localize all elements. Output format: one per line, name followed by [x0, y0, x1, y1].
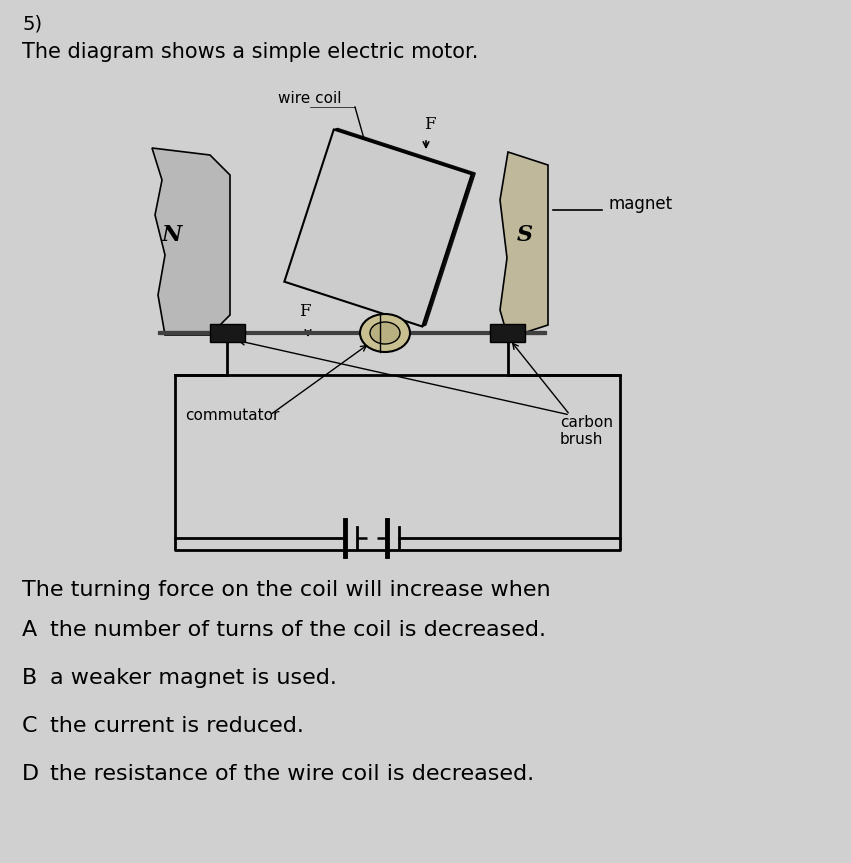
Text: F: F	[424, 116, 436, 133]
Text: 5): 5)	[22, 14, 43, 33]
Polygon shape	[288, 129, 475, 325]
Polygon shape	[286, 129, 473, 326]
Text: the resistance of the wire coil is decreased.: the resistance of the wire coil is decre…	[50, 764, 534, 784]
Text: F: F	[300, 303, 311, 320]
Text: The turning force on the coil will increase when: The turning force on the coil will incre…	[22, 580, 551, 600]
Text: magnet: magnet	[608, 195, 672, 213]
Text: D: D	[22, 764, 39, 784]
Polygon shape	[152, 148, 230, 335]
Text: S: S	[517, 224, 533, 246]
Polygon shape	[284, 129, 471, 326]
Polygon shape	[285, 129, 472, 326]
Text: The diagram shows a simple electric motor.: The diagram shows a simple electric moto…	[22, 42, 478, 62]
Polygon shape	[500, 152, 548, 338]
Text: commutator: commutator	[185, 407, 279, 423]
Text: the number of turns of the coil is decreased.: the number of turns of the coil is decre…	[50, 620, 546, 640]
Ellipse shape	[370, 322, 400, 344]
Polygon shape	[287, 129, 474, 325]
Text: A: A	[22, 620, 37, 640]
Text: N: N	[162, 224, 182, 246]
Text: the current is reduced.: the current is reduced.	[50, 716, 304, 736]
Bar	[210, 324, 245, 342]
Text: carbon
brush: carbon brush	[560, 415, 613, 447]
Text: wire coil: wire coil	[278, 91, 342, 106]
Ellipse shape	[360, 314, 410, 352]
Text: a weaker magnet is used.: a weaker magnet is used.	[50, 668, 337, 688]
Bar	[490, 324, 525, 342]
Text: C: C	[22, 716, 37, 736]
Text: B: B	[22, 668, 37, 688]
